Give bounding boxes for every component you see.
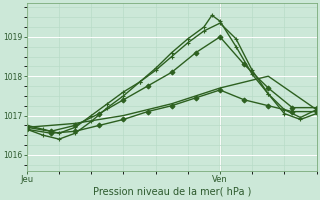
X-axis label: Pression niveau de la mer( hPa ): Pression niveau de la mer( hPa ) xyxy=(92,187,251,197)
